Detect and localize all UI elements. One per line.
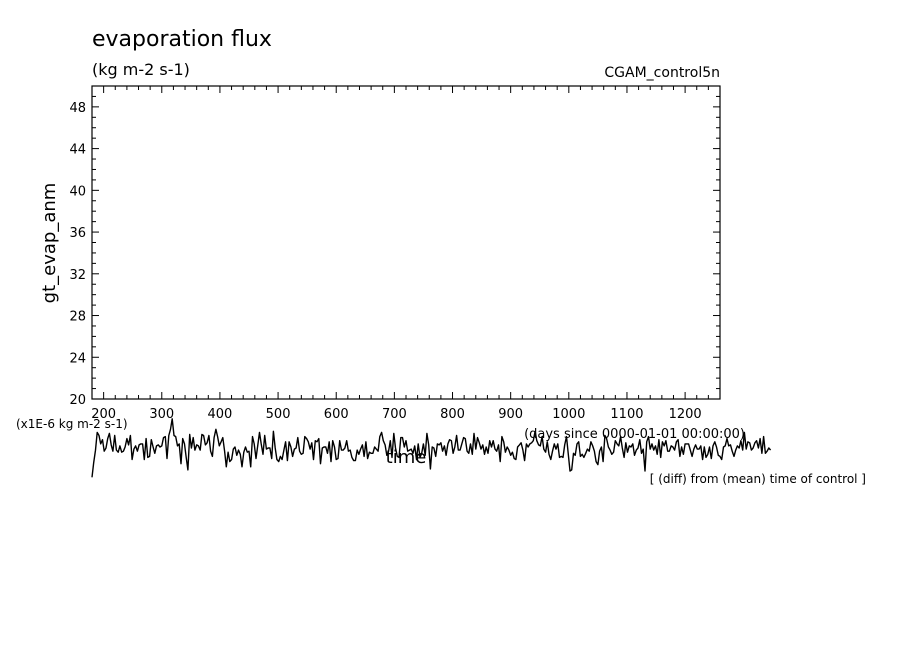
y-tick-label: 28 — [69, 310, 86, 325]
x-tick-label: 200 — [91, 407, 116, 422]
x-tick-label: 1200 — [669, 407, 702, 422]
series-line — [91, 418, 772, 478]
y-tick-label: 40 — [69, 184, 86, 199]
y-axis: 20 24 28 32 36 40 44 48 — [69, 85, 720, 408]
y-tick-label: 24 — [69, 351, 86, 366]
y-tick-label: 44 — [69, 143, 86, 158]
x-tick-label: 800 — [440, 407, 465, 422]
y-tick-label: 48 — [69, 101, 86, 116]
chart-title: evaporation flux — [92, 27, 272, 52]
x-tick-label: 600 — [324, 407, 349, 422]
chart-units: (kg m-2 s-1) — [92, 60, 190, 79]
y-axis-label: gt_evap_anm — [39, 183, 60, 304]
x-axis: 200 300 400 500 600 700 800 900 1000 1100 1200 — [91, 86, 721, 422]
x-tick-label: 1100 — [610, 407, 643, 422]
x-units-label: (days since 0000-01-01 00:00:00) — [524, 427, 745, 442]
y-tick-label: 20 — [69, 393, 86, 408]
x-tick-label: 300 — [149, 407, 174, 422]
plot-frame — [91, 85, 721, 400]
x-tick-label: 500 — [266, 407, 291, 422]
x-tick-label: 1000 — [552, 407, 585, 422]
x-tick-label: 700 — [382, 407, 407, 422]
case-label: CGAM_control5n — [604, 65, 720, 81]
x-tick-label: 400 — [208, 407, 233, 422]
y-tick-label: 36 — [69, 226, 86, 241]
series-layer — [91, 418, 772, 478]
x-tick-label: 900 — [498, 407, 523, 422]
diff-note: [ (diff) from (mean) time of control ] — [650, 472, 866, 486]
y-scale-note: (x1E-6 kg m-2 s-1) — [16, 417, 128, 431]
y-tick-label: 32 — [69, 268, 86, 283]
